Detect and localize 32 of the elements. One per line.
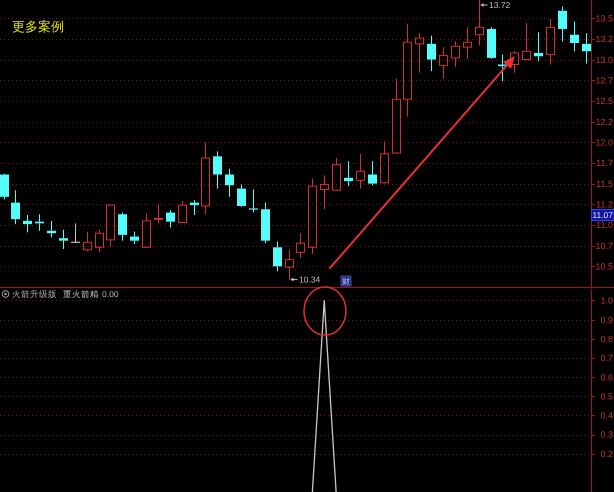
y-tick-label: 0.8 [600,334,613,344]
y-tick-label: 11.2 [596,199,613,210]
annotation: 13.72 [489,0,511,10]
y-tick-label: 1.0 [600,296,613,306]
note: 财 [340,276,352,286]
text: 重火箭精 [63,289,99,299]
y-tick-label: 13.0 [595,54,613,65]
annotation: 10.34 [299,274,321,285]
y-tick-label: 12.2 [595,116,613,127]
y-tick-label: 13.5 [595,13,613,24]
text: 更多案例 [12,19,64,34]
y-tick-label: 10.5 [595,262,613,272]
y-tick-label: 0.2 [600,448,613,459]
y-tick-label: 11.0 [596,220,613,230]
y-tick-label: 10.7 [595,240,613,251]
note: 0.00 [102,289,119,299]
y-tick-label: 0.7 [600,353,613,364]
note: 10.34 [290,274,320,285]
y-tick-label: 0.5 [600,391,613,402]
y-tick-label: 0.4 [600,410,613,421]
y-tick-label: 12.7 [595,75,613,86]
chart-title: 火箭升级版 [12,289,57,299]
note: 13.72 [480,0,510,10]
note: 11.07 [591,209,614,221]
y-tick-label: 12.0 [595,137,613,148]
y-tick-label: 0.9 [600,314,613,325]
y-tick-label: 12.5 [595,96,613,106]
y-tick-label: 11.5 [596,178,613,189]
y-tick-label: 11.7 [596,158,613,168]
y-tick-label: 0.6 [600,372,613,382]
y-tick-label: 0.3 [600,430,613,440]
y-tick-label: 13.2 [595,34,613,44]
